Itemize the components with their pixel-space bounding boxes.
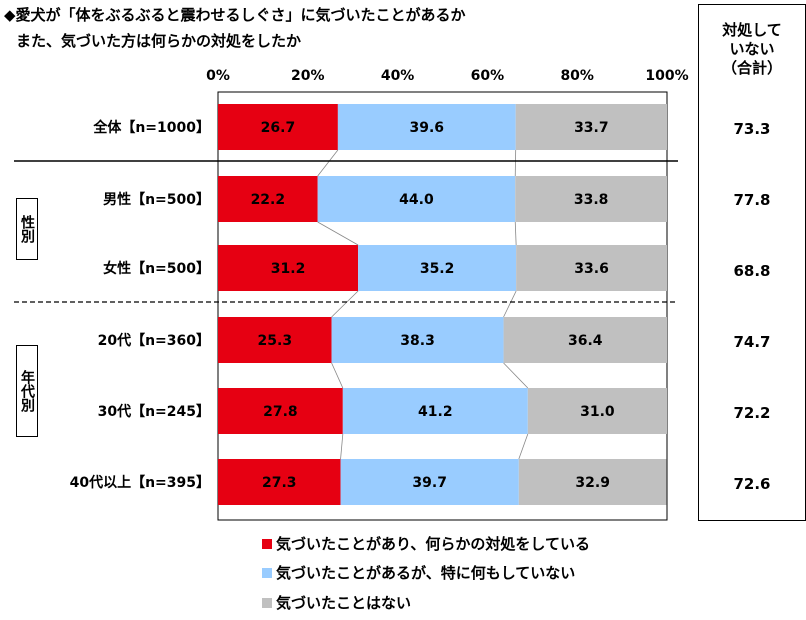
bar-data-label: 33.6 — [574, 261, 609, 277]
bar-data-label: 33.8 — [574, 192, 609, 208]
bar-segment — [218, 176, 318, 222]
bar-segment — [218, 459, 341, 505]
bar-segment — [317, 176, 516, 222]
category-label: 20代【n=360】 — [98, 332, 210, 349]
bar-segment — [337, 104, 516, 150]
chart-title-line1: ◆愛犬が「体をぶるぶると震わせるしぐさ」に気づいたことがあるか — [4, 6, 466, 24]
x-tick-label: 80% — [560, 68, 594, 84]
group-label-gender: 性別 — [16, 198, 38, 260]
bar-data-label: 27.3 — [262, 475, 297, 491]
side-header-line1: 対処して — [722, 21, 782, 39]
series-connector-line — [317, 149, 339, 177]
category-label: 30代【n=245】 — [98, 403, 210, 420]
x-tick-label: 20% — [291, 68, 325, 84]
group-label-age: 年代別 — [16, 345, 38, 437]
plot-area — [217, 91, 668, 521]
category-label: 40代以上【n=395】 — [70, 474, 210, 491]
side-header-line3: （合計） — [721, 59, 782, 77]
bar-segment — [218, 388, 343, 434]
bar-data-label: 39.6 — [410, 120, 445, 136]
bar-segment — [518, 459, 667, 505]
bar-data-label: 31.0 — [580, 404, 615, 420]
side-total-cell: 73.3 — [698, 93, 806, 166]
bar-data-label: 22.2 — [251, 192, 286, 208]
side-total-cell: 74.7 — [698, 307, 806, 378]
legend-label-2: 気づいたことはない — [276, 594, 412, 612]
bar-data-label: 44.0 — [399, 192, 434, 208]
series-connector-line — [503, 362, 529, 389]
bar-data-label: 36.4 — [568, 333, 603, 349]
bar-segment — [342, 388, 528, 434]
bar-segment — [503, 317, 667, 363]
bar-segment — [340, 459, 519, 505]
bar-data-label: 27.8 — [263, 404, 298, 420]
bar-segment — [527, 388, 667, 434]
x-tick-label: 100% — [645, 68, 688, 84]
series-connector-line — [503, 290, 517, 318]
series-connector-line — [317, 221, 359, 246]
side-total-cell: 77.8 — [698, 165, 806, 236]
x-tick-label: 40% — [381, 68, 415, 84]
category-label: 男性【n=500】 — [103, 191, 210, 208]
category-label: 全体【n=1000】 — [92, 119, 210, 136]
bar-data-label: 39.7 — [412, 475, 447, 491]
legend-swatch-1 — [262, 567, 272, 578]
bar-data-label: 35.2 — [420, 261, 455, 277]
bar-segment — [515, 104, 667, 150]
series-connector-line — [518, 433, 529, 460]
side-total-cell: 72.2 — [698, 377, 806, 449]
series-connector-line — [340, 433, 344, 460]
legend-item-2: 気づいたことはない — [262, 592, 411, 613]
legend-item-1: 気づいたことがあるが、特に何もしていない — [262, 562, 575, 583]
legend-label-0: 気づいたことがあり、何らかの対処をしている — [276, 535, 590, 553]
series-connector-line — [514, 221, 517, 246]
bar-segment — [515, 176, 667, 222]
bar-segment — [516, 245, 667, 291]
series-connector-line — [331, 290, 359, 318]
bar-data-label: 25.3 — [258, 333, 293, 349]
legend-item-0: 気づいたことがあり、何らかの対処をしている — [262, 533, 590, 554]
bar-segment — [358, 245, 517, 291]
legend-swatch-0 — [262, 538, 272, 549]
legend-swatch-2 — [262, 597, 272, 608]
side-total-cell: 68.8 — [698, 235, 806, 308]
bar-data-label: 31.2 — [271, 261, 306, 277]
side-column-header: 対処して いない （合計） — [698, 4, 806, 95]
bar-data-label: 26.7 — [261, 120, 296, 136]
series-connector-line — [331, 362, 344, 389]
bar-data-label: 41.2 — [418, 404, 453, 420]
bar-segment — [218, 245, 359, 291]
x-tick-label: 60% — [471, 68, 505, 84]
bar-segment — [331, 317, 504, 363]
side-total-cell: 72.6 — [698, 448, 806, 521]
chart-title-line2: また、気づいた方は何らかの対処をしたか — [16, 32, 302, 50]
bar-segment — [218, 317, 332, 363]
bar-segment — [218, 104, 338, 150]
x-tick-label: 0% — [206, 68, 230, 84]
category-label: 女性【n=500】 — [103, 260, 210, 277]
legend-label-1: 気づいたことがあるが、特に何もしていない — [276, 564, 576, 582]
bar-data-label: 33.7 — [574, 120, 609, 136]
side-header-line2: いない — [729, 40, 775, 58]
bar-data-label: 38.3 — [400, 333, 435, 349]
bar-data-label: 32.9 — [575, 475, 610, 491]
